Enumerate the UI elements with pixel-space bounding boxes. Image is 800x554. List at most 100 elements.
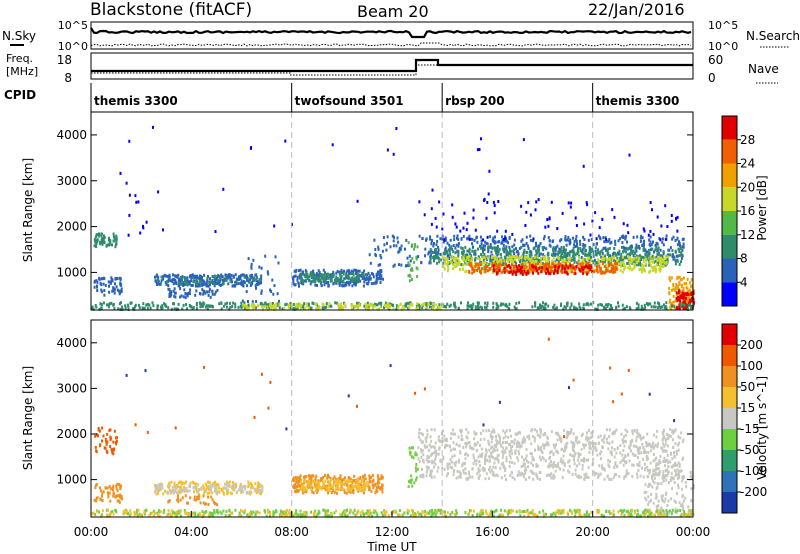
echo-cell xyxy=(250,276,253,280)
echo-cell xyxy=(689,301,691,305)
echo-cell xyxy=(655,241,658,245)
echo-cell xyxy=(538,455,541,459)
echo-cell xyxy=(362,487,365,491)
echo-cell xyxy=(622,255,624,259)
echo-cell xyxy=(638,261,641,265)
echo-cell xyxy=(170,490,173,494)
echo-cell xyxy=(457,258,460,262)
echo-cell xyxy=(465,269,468,273)
echo-cell xyxy=(540,260,543,264)
echo-cell xyxy=(189,274,191,278)
echo-cell xyxy=(357,481,360,485)
echo-cell xyxy=(175,307,178,311)
echo-cell xyxy=(300,480,303,484)
echo-cell xyxy=(446,254,449,258)
echo-cell xyxy=(320,478,323,482)
echo-cell xyxy=(348,488,351,492)
echo-cell xyxy=(526,270,529,274)
echo-cell xyxy=(336,277,338,281)
echo-cell xyxy=(184,494,187,498)
echo-cell xyxy=(181,282,184,286)
echo-cell xyxy=(247,257,250,261)
echo-cell xyxy=(590,255,592,259)
echo-cell xyxy=(432,256,435,259)
echo-cell xyxy=(535,261,538,265)
echo-cell xyxy=(583,258,586,262)
echo-cell xyxy=(592,243,595,247)
echo-cell xyxy=(303,273,306,277)
echo-cell xyxy=(498,262,501,266)
echo-cell xyxy=(567,257,570,261)
echo-cell xyxy=(377,477,380,481)
echo-cell xyxy=(544,259,547,263)
echo-cell xyxy=(266,305,269,309)
echo-cell xyxy=(171,280,174,283)
echo-cell xyxy=(372,272,375,276)
echo-cell xyxy=(532,239,534,243)
echo-cell xyxy=(161,304,164,308)
echo-cell xyxy=(508,237,511,240)
echo-cell xyxy=(502,269,505,273)
echo-cell xyxy=(472,245,475,249)
echo-cell xyxy=(111,289,114,293)
echo-cell xyxy=(519,267,522,271)
echo-cell xyxy=(145,303,148,307)
echo-cell xyxy=(119,493,122,497)
echo-cell xyxy=(623,256,626,260)
echo-cell xyxy=(452,256,455,260)
echo-cell xyxy=(689,281,692,285)
echo-cell xyxy=(686,287,689,291)
echo-cell xyxy=(607,459,610,463)
echo-cell xyxy=(294,283,297,287)
echo-cell xyxy=(313,278,316,282)
echo-cell xyxy=(398,249,401,253)
echo-cell xyxy=(678,283,681,286)
echo-cell xyxy=(664,257,667,260)
echo-cell xyxy=(109,428,112,432)
echo-cell xyxy=(351,272,354,275)
echo-cell xyxy=(176,490,179,494)
echo-cell xyxy=(568,250,571,254)
echo-cell xyxy=(477,301,480,305)
echo-cell xyxy=(163,302,165,306)
echo-cell xyxy=(516,256,519,259)
echo-cell xyxy=(474,228,477,232)
echo-cell xyxy=(410,481,413,484)
echo-cell xyxy=(214,502,216,506)
echo-cell xyxy=(601,257,603,261)
echo-cell xyxy=(383,303,386,307)
echo-cell xyxy=(444,445,446,449)
echo-cell xyxy=(392,264,395,268)
echo-cell xyxy=(215,491,218,495)
echo-cell xyxy=(430,222,433,226)
echo-cell xyxy=(453,454,456,458)
echo-cell xyxy=(211,275,214,279)
echo-cell xyxy=(429,248,432,251)
echo-cell xyxy=(658,302,661,306)
echo-cell xyxy=(571,447,574,451)
echo-cell xyxy=(683,303,686,307)
echo-cell xyxy=(239,276,242,280)
echo-cell xyxy=(454,305,457,309)
echo-cell xyxy=(661,265,664,269)
echo-cell xyxy=(548,239,551,243)
echo-cell xyxy=(602,306,605,310)
echo-cell xyxy=(462,255,465,259)
echo-cell xyxy=(168,499,171,503)
echo-cell xyxy=(659,264,661,268)
echo-cell xyxy=(322,480,324,484)
echo-cell xyxy=(656,259,659,263)
echo-cell xyxy=(195,490,198,494)
echo-cell xyxy=(329,277,332,281)
echo-cell xyxy=(509,446,512,450)
echo-cell xyxy=(304,275,307,278)
echo-cell xyxy=(475,235,478,239)
echo-cell xyxy=(416,255,418,259)
echo-cell xyxy=(575,244,578,248)
echo-cell xyxy=(586,272,589,276)
echo-cell xyxy=(629,440,632,444)
echo-cell xyxy=(157,489,160,493)
echo-cell xyxy=(573,455,576,459)
echo-cell xyxy=(449,458,452,462)
echo-cell xyxy=(198,274,201,278)
